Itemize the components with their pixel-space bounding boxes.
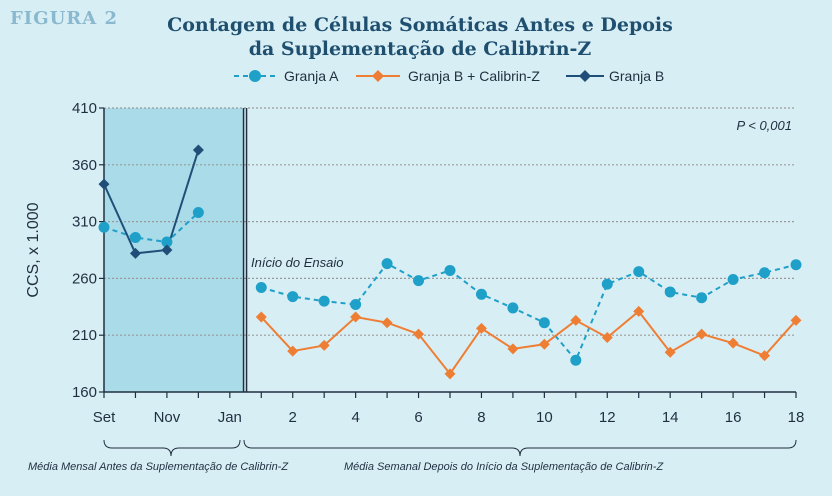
chart-title-line-2: da Suplementação de Calibrin-Z (249, 38, 592, 60)
data-point-granja-a (413, 275, 425, 287)
data-point-granja-b-calibrin (759, 350, 771, 362)
brace-before (103, 439, 241, 457)
x-tick-label: 18 (788, 409, 805, 426)
data-point-granja-a (507, 302, 519, 314)
x-tick-label: 8 (477, 409, 485, 426)
legend-item-granja-b: Granja B (566, 68, 664, 84)
y-tick-label: 360 (72, 157, 97, 174)
data-point-granja-b-calibrin (475, 322, 487, 334)
pre-supplementation-shade (104, 108, 244, 392)
data-point-granja-b-calibrin (381, 317, 393, 329)
data-point-granja-b (98, 178, 110, 190)
data-point-granja-a (381, 258, 393, 270)
data-point-granja-a (161, 236, 173, 248)
data-point-granja-b (129, 247, 141, 259)
data-point-granja-a (570, 354, 582, 366)
x-tick-label: Nov (154, 409, 181, 426)
data-point-granja-a (759, 267, 771, 279)
p-value-annotation: P < 0,001 (736, 118, 792, 133)
y-tick-label: 260 (72, 270, 97, 287)
data-point-granja-a (255, 281, 267, 293)
data-point-granja-a (727, 274, 739, 286)
legend-label-granja-b-calibrin: Granja B + Calibrin-Z (408, 68, 540, 84)
data-point-granja-a (98, 221, 110, 233)
data-point-granja-b-calibrin (318, 339, 330, 351)
brace-after (243, 439, 797, 457)
chart-title-line-1: Contagem de Células Somáticas Antes e De… (167, 14, 673, 36)
caption-before: Média Mensal Antes da Suplementação de C… (28, 461, 289, 473)
data-point-granja-b-calibrin (507, 343, 519, 355)
data-point-granja-b-calibrin (413, 328, 425, 340)
data-point-granja-a (192, 207, 204, 219)
data-point-granja-a (538, 317, 550, 329)
legend-item-granja-b-calibrin: Granja B + Calibrin-Z (356, 68, 540, 84)
y-tick-label: 210 (72, 327, 97, 344)
data-point-granja-a (287, 291, 299, 303)
data-point-granja-b (161, 244, 173, 256)
trial-start-annotation: Início do Ensaio (251, 255, 344, 270)
data-point-granja-a (444, 264, 456, 276)
data-point-granja-a (664, 286, 676, 298)
data-point-granja-a (790, 259, 802, 271)
data-point-granja-a (475, 288, 487, 300)
x-tick-label: 2 (289, 409, 297, 426)
data-point-granja-b-calibrin (538, 338, 550, 350)
x-tick-label: 16 (725, 409, 742, 426)
x-tick-label: 10 (536, 409, 553, 426)
data-point-granja-b-calibrin (255, 311, 267, 323)
series-line-granja-b (103, 149, 200, 255)
legend-marker-granja-b-calibrin (372, 70, 384, 82)
x-tick-label: 6 (414, 409, 422, 426)
y-axis-label: CCS, x 1.000 (25, 202, 42, 297)
y-tick-label: 160 (72, 384, 97, 401)
legend-marker-granja-b (579, 70, 591, 82)
x-tick-label: Set (93, 409, 116, 426)
data-point-granja-a (601, 278, 613, 290)
data-point-granja-b-calibrin (287, 345, 299, 357)
x-tick-label: 4 (351, 409, 359, 426)
data-point-granja-a (350, 299, 362, 311)
data-point-granja-b-calibrin (601, 331, 613, 343)
x-tick-label: Jan (218, 409, 242, 426)
data-point-granja-b-calibrin (633, 305, 645, 317)
y-tick-label: 310 (72, 214, 97, 231)
series-group (98, 144, 802, 380)
y-tick-label: 410 (72, 100, 97, 117)
x-tick-label: 14 (662, 409, 679, 426)
legend-label-granja-a: Granja A (284, 68, 339, 84)
data-point-granja-b-calibrin (350, 311, 362, 323)
series-line-granja-a (103, 211, 200, 244)
data-point-granja-a (633, 266, 645, 278)
legend-marker-granja-a (249, 70, 261, 82)
legend: Granja A Granja B + Calibrin-Z Granja B (234, 68, 664, 84)
data-point-granja-b-calibrin (664, 346, 676, 358)
data-point-granja-b-calibrin (570, 314, 582, 326)
x-tick-label: 12 (599, 409, 616, 426)
legend-item-granja-a: Granja A (234, 68, 339, 84)
axes: 160 210 260 310 360 410 Set Nov Jan 2 4 6 8 10 12 14 16 1… (72, 100, 804, 426)
series-line-granja-b-calibrin (260, 309, 797, 376)
data-point-granja-b-calibrin (727, 337, 739, 349)
figure-label: FIGURA 2 (10, 8, 118, 29)
caption-after: Média Semanal Depois do Início da Suplem… (344, 461, 664, 473)
data-point-granja-b-calibrin (696, 328, 708, 340)
legend-label-granja-b: Granja B (609, 68, 664, 84)
data-point-granja-b (192, 144, 204, 156)
data-point-granja-a (696, 292, 708, 304)
data-point-granja-b-calibrin (790, 314, 802, 326)
gridlines (104, 107, 796, 336)
data-point-granja-b-calibrin (444, 368, 456, 380)
data-point-granja-a (129, 232, 141, 244)
data-point-granja-a (318, 295, 330, 307)
